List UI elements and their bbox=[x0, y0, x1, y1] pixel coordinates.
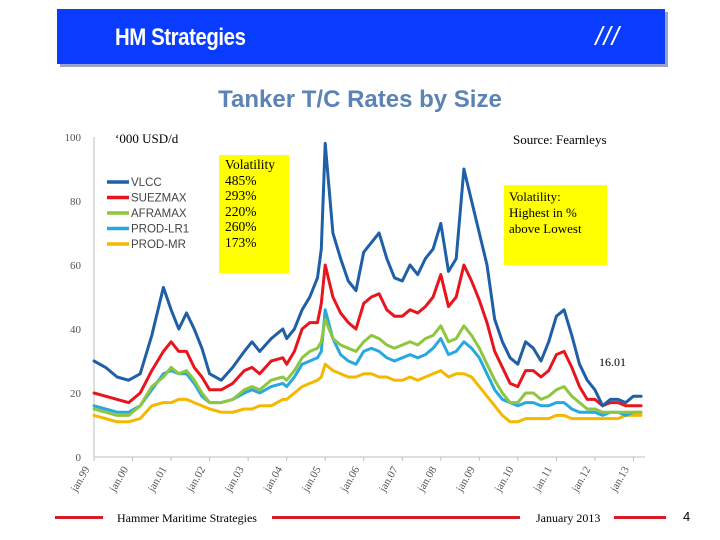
x-tick-label: jan.10 bbox=[492, 464, 517, 495]
header-slash-mark: /// bbox=[595, 21, 620, 51]
volatility-value-prod-lr1: 260% bbox=[225, 219, 257, 234]
footer-company: Hammer Maritime Strategies bbox=[117, 511, 257, 525]
x-tick-label: jan.12 bbox=[569, 465, 593, 495]
x-tick-label: jan.00 bbox=[107, 464, 132, 495]
volatility-note-line2: Highest in % bbox=[509, 205, 577, 220]
footer-rule-middle bbox=[272, 516, 520, 519]
volatility-value-suezmax: 293% bbox=[225, 188, 257, 203]
volatility-value-vlcc: 485% bbox=[225, 172, 257, 188]
series-line-prod-lr1 bbox=[92, 308, 643, 417]
y-tick-label: 20 bbox=[70, 388, 82, 400]
y-tick-label: 0 bbox=[76, 452, 82, 464]
x-tick-label: jan.01 bbox=[145, 465, 169, 495]
unit-note: ‘000 USD/d bbox=[115, 131, 179, 146]
volatility-note-line1: Volatility: bbox=[509, 189, 561, 204]
series-line-suezmax bbox=[92, 263, 643, 408]
volatility-note-box: Volatility: Highest in % above Lowest bbox=[504, 185, 607, 265]
x-tick-label: jan.04 bbox=[261, 464, 286, 495]
volatility-box: Volatility 485% 293% 220% 260% 173% bbox=[219, 155, 289, 273]
header-bar: HM Strategies /// bbox=[57, 9, 665, 64]
series-line-aframax bbox=[92, 317, 643, 417]
latest-date-label: 16.01 bbox=[599, 355, 626, 369]
legend-label-vlcc: VLCC bbox=[131, 177, 162, 189]
x-tick-label: jan.99 bbox=[68, 464, 93, 495]
legend-label-aframax: AFRAMAX bbox=[131, 208, 187, 220]
y-tick-label: 40 bbox=[70, 324, 82, 336]
legend-label-prod-lr1: PROD-LR1 bbox=[131, 224, 189, 236]
y-tick-label: 80 bbox=[70, 196, 82, 208]
header-title: HM Strategies bbox=[115, 24, 246, 51]
volatility-value-prod-mr: 173% bbox=[225, 234, 257, 250]
footer-rule-left bbox=[55, 516, 103, 519]
y-tick-label: 60 bbox=[70, 260, 82, 272]
page-number: 4 bbox=[683, 509, 691, 524]
x-tick-label: jan.08 bbox=[415, 464, 440, 495]
x-tick-label: jan.06 bbox=[338, 464, 363, 495]
x-tick-label: jan.02 bbox=[184, 465, 208, 495]
x-tick-label: jan.05 bbox=[299, 464, 324, 495]
legend-label-suezmax: SUEZMAX bbox=[131, 193, 187, 205]
x-tick-label: jan.07 bbox=[376, 464, 401, 495]
volatility-note-line3: above Lowest bbox=[509, 221, 582, 236]
x-tick-label: jan.11 bbox=[531, 465, 555, 495]
x-tick-label: jan.03 bbox=[222, 464, 247, 495]
x-tick-label: jan.09 bbox=[453, 464, 478, 495]
source-note: Source: Fearnleys bbox=[513, 132, 607, 147]
legend-label-prod-mr: PROD-MR bbox=[131, 239, 186, 251]
volatility-heading: Volatility bbox=[225, 157, 276, 172]
volatility-value-aframax: 220% bbox=[225, 203, 257, 219]
chart-title: Tanker T/C Rates by Size bbox=[218, 86, 502, 113]
footer-date: January 2013 bbox=[536, 511, 601, 525]
x-tick-label: jan.13 bbox=[608, 464, 633, 495]
footer-rule-right bbox=[614, 516, 666, 519]
series-line-vlcc bbox=[92, 141, 643, 408]
y-tick-label: 100 bbox=[65, 132, 82, 144]
series-line-prod-mr bbox=[92, 362, 643, 424]
